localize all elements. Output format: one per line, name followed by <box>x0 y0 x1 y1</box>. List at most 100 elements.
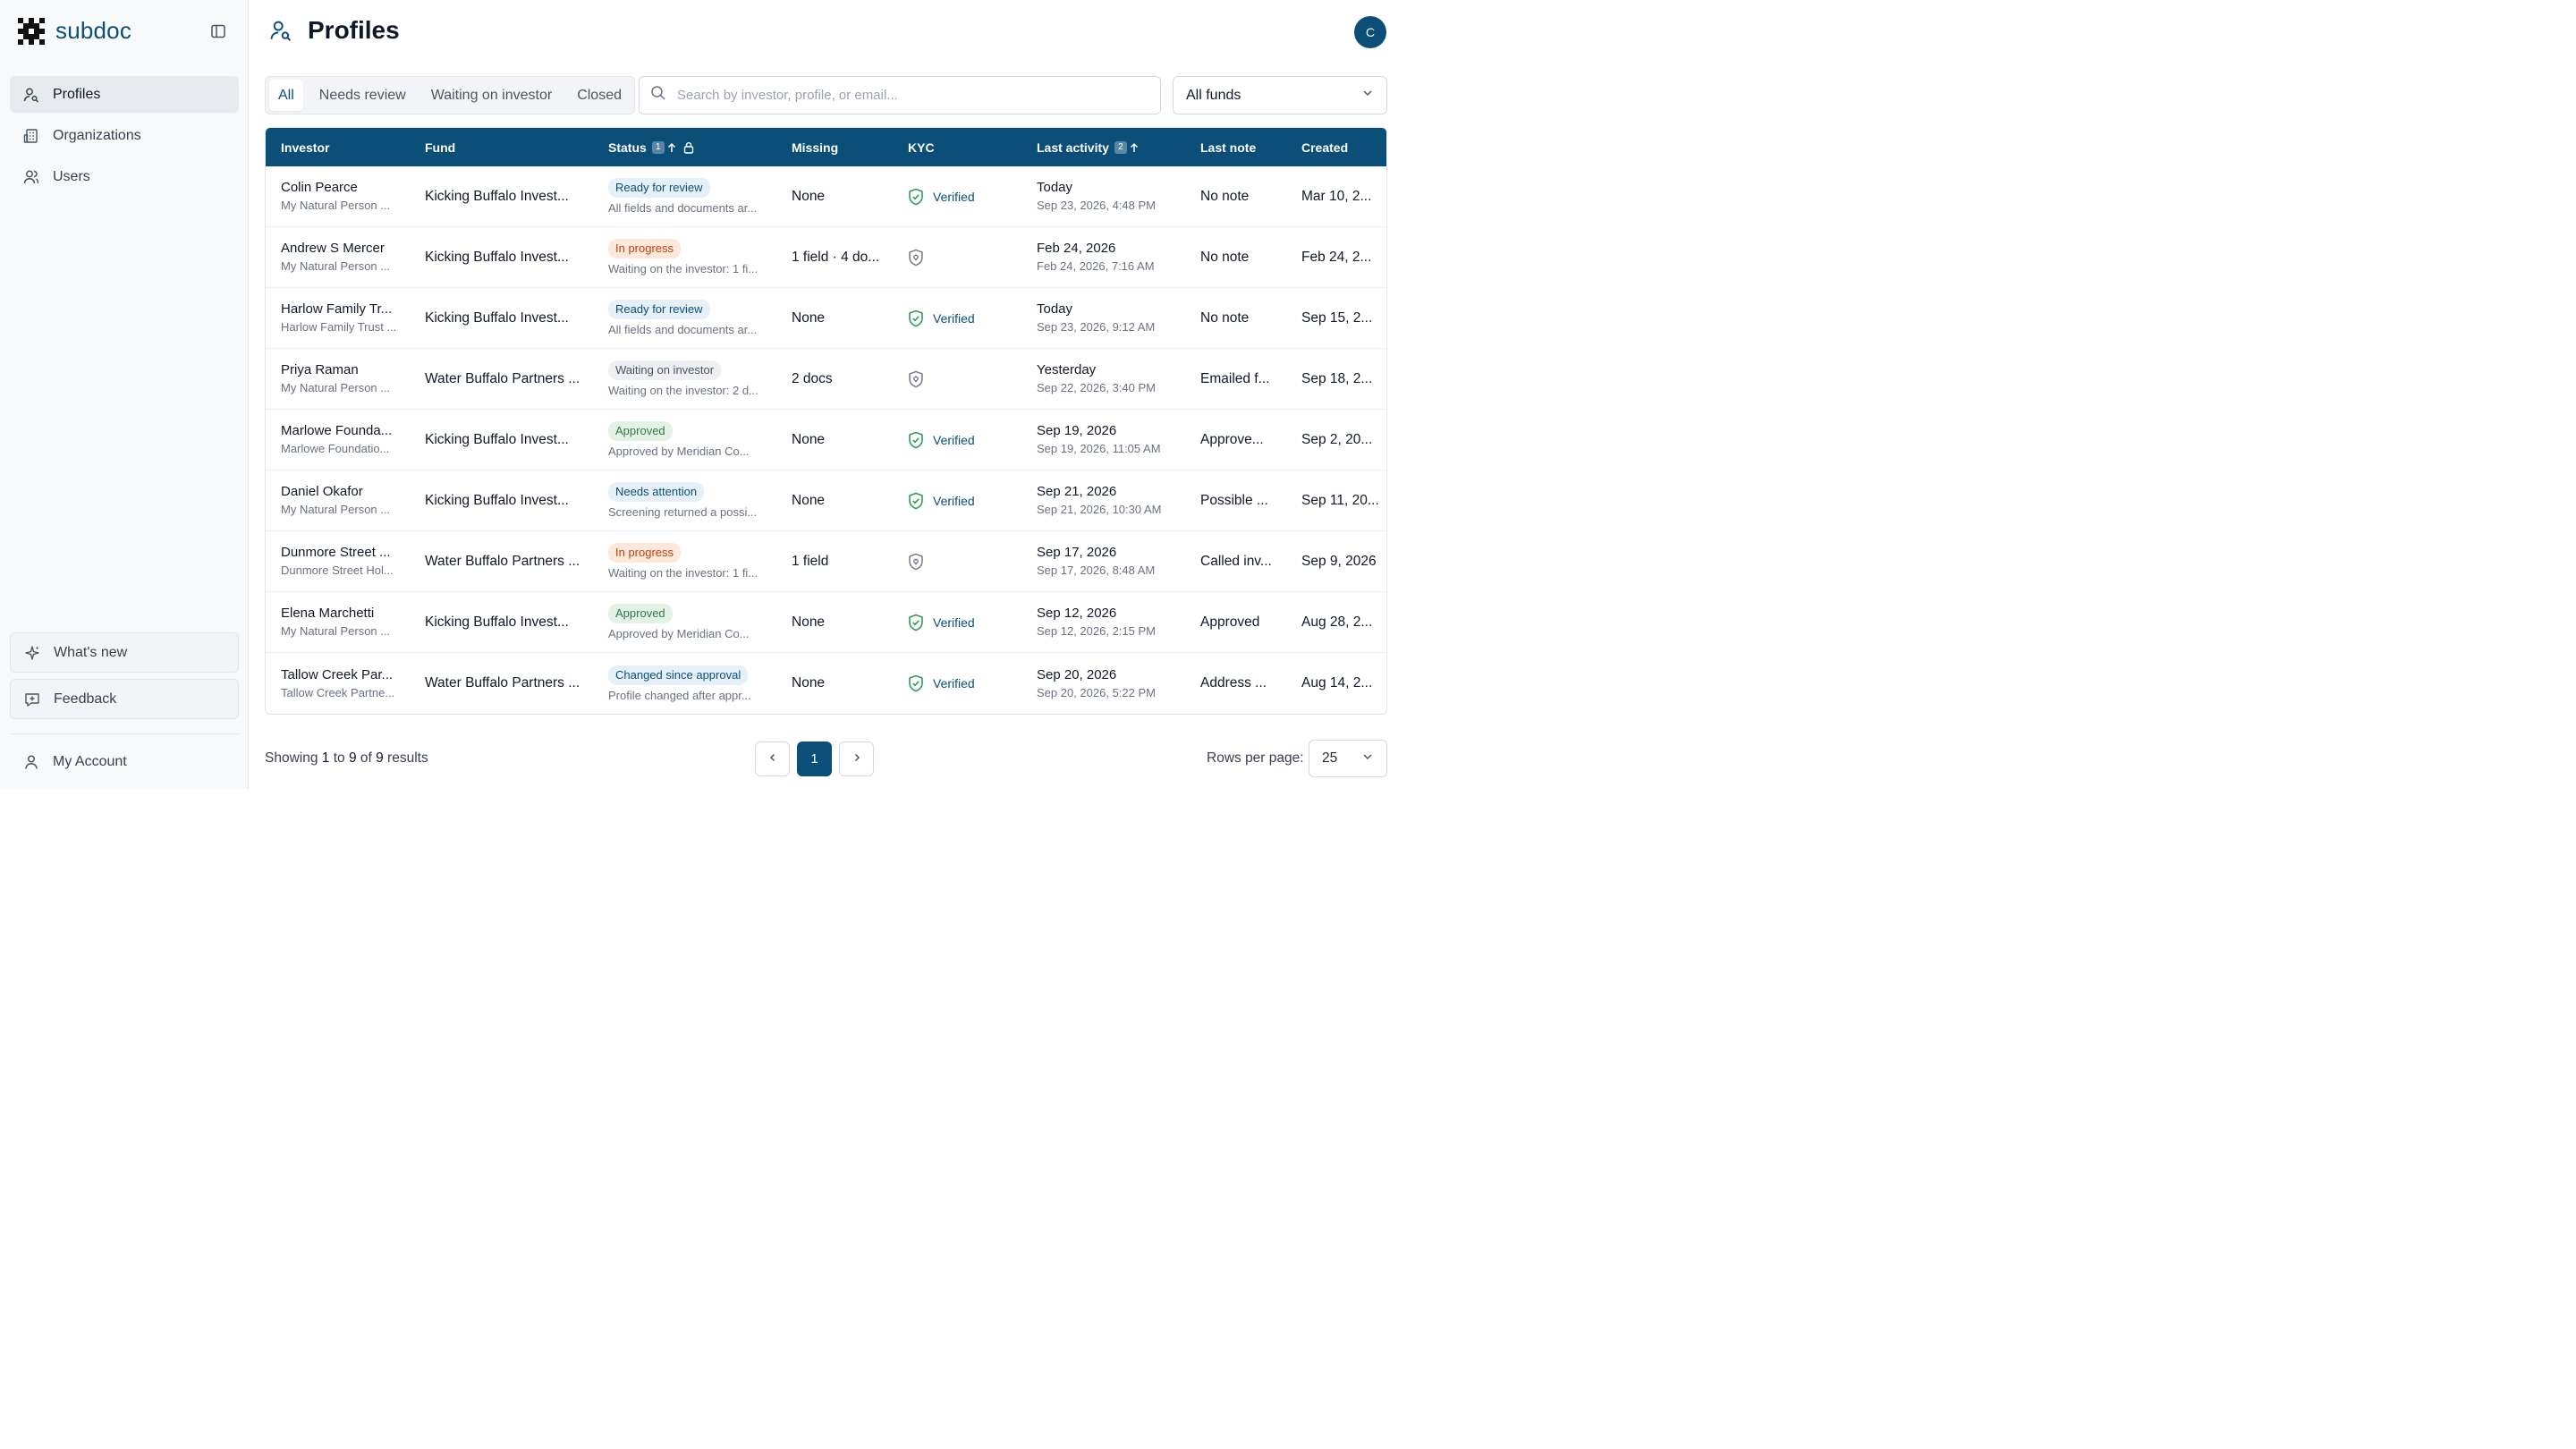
column-header-investor[interactable]: Investor <box>281 140 330 155</box>
sidebar-item-label: Users <box>53 168 90 184</box>
activity-timestamp: Sep 19, 2026, 11:05 AM <box>1037 442 1161 455</box>
next-page-button[interactable] <box>839 741 874 776</box>
profiles-icon <box>22 86 40 104</box>
tab-waiting-on-investor[interactable]: Waiting on investor <box>430 87 553 103</box>
status-cell: In progress Waiting on the investor: 1 fi… <box>593 239 776 275</box>
profiles-table: Investor Fund Status 1 Missing KYC Last … <box>265 127 1387 715</box>
status-cell: Approved Approved by Meridian Co... <box>593 421 776 458</box>
column-header-missing[interactable]: Missing <box>792 140 839 155</box>
shield-check-icon <box>908 614 924 631</box>
rows-per-page-select[interactable]: 25 <box>1309 740 1387 777</box>
investor-name: Marlowe Founda... <box>281 423 393 438</box>
last-note: Address ... <box>1200 675 1267 691</box>
investor-cell: Tallow Creek Par... Tallow Creek Partne..… <box>266 666 410 701</box>
kyc-status: Verified <box>933 432 975 447</box>
sidebar-item-profiles[interactable]: Profiles <box>10 76 239 113</box>
last-note-cell: Approve... <box>1185 432 1286 448</box>
status-cell: Needs attention Screening returned a poss… <box>593 482 776 519</box>
sidebar-item-label: Profiles <box>53 86 101 102</box>
previous-page-button[interactable] <box>755 741 790 776</box>
last-note-cell: Called inv... <box>1185 554 1286 570</box>
kyc-status: Verified <box>933 614 975 630</box>
table-header: Investor Fund Status 1 Missing KYC Last … <box>266 128 1386 166</box>
sidebar-item-label: Organizations <box>53 127 141 143</box>
last-note-cell: No note <box>1185 250 1286 266</box>
sidebar-item-users[interactable]: Users <box>10 158 239 195</box>
column-header-fund[interactable]: Fund <box>425 140 456 155</box>
lock-icon <box>683 141 694 154</box>
shield-check-icon <box>908 309 924 327</box>
search-input[interactable] <box>677 88 1142 103</box>
avatar[interactable]: C <box>1354 16 1386 48</box>
last-activity-cell: Sep 19, 2026 Sep 19, 2026, 11:05 AM <box>1021 422 1185 457</box>
tab-all[interactable]: All <box>269 80 303 111</box>
fund-name: Kicking Buffalo Invest... <box>425 431 569 447</box>
last-activity-cell: Sep 20, 2026 Sep 20, 2026, 5:22 PM <box>1021 666 1185 701</box>
fund-cell: Water Buffalo Partners ... <box>410 371 593 387</box>
sort-ascending-icon <box>667 142 676 153</box>
tab-closed[interactable]: Closed <box>577 87 622 103</box>
missing-value: None <box>792 492 826 508</box>
tab-needs-review[interactable]: Needs review <box>318 87 406 103</box>
chevron-right-icon <box>852 751 862 767</box>
table-row[interactable]: Colin Pearce My Natural Person ... Kicking… <box>266 166 1386 227</box>
table-row[interactable]: Dunmore Street ... Dunmore Street Hol... W… <box>266 531 1386 592</box>
column-header-last-activity[interactable]: Last activity 2 <box>1021 128 1185 166</box>
sidebar-toggle-icon[interactable] <box>210 23 226 39</box>
shield-check-icon <box>908 431 924 449</box>
status-badge: In progress <box>608 239 682 258</box>
missing-value: None <box>792 614 826 630</box>
investor-cell: Marlowe Founda... Marlowe Foundatio... <box>266 422 410 457</box>
table-row[interactable]: Harlow Family Tr... Harlow Family Trust .… <box>266 288 1386 349</box>
sort-order-badge: 1 <box>651 140 665 154</box>
status-cell: Changed since approval Profile changed af… <box>593 665 776 702</box>
missing-value: None <box>792 188 826 204</box>
fund-name: Kicking Buffalo Invest... <box>425 249 569 265</box>
investor-name: Andrew S Mercer <box>281 241 385 256</box>
kyc-cell: Verified <box>893 188 1021 206</box>
table-row[interactable]: Elena Marchetti My Natural Person ... Kick… <box>266 592 1386 653</box>
created-cell: Sep 18, 2... <box>1286 371 1386 387</box>
missing-cell: 1 field <box>776 554 893 570</box>
column-header-created[interactable]: Created <box>1301 140 1349 155</box>
my-account-button[interactable]: My Account <box>10 744 239 780</box>
column-header-last-note[interactable]: Last note <box>1200 140 1257 155</box>
last-activity-cell: Sep 21, 2026 Sep 21, 2026, 10:30 AM <box>1021 483 1185 518</box>
whats-new-button[interactable]: What's new <box>10 632 239 673</box>
page-title: Profiles <box>308 16 400 44</box>
table-row[interactable]: Priya Raman My Natural Person ... Water Bu… <box>266 349 1386 410</box>
brand[interactable]: subdoc <box>18 17 131 45</box>
last-note: No note <box>1200 309 1250 326</box>
fund-cell: Kicking Buffalo Invest... <box>410 493 593 509</box>
status-detail: Waiting on the investor: 1 fi... <box>608 262 758 275</box>
table-row[interactable]: Tallow Creek Par... Tallow Creek Partne..… <box>266 653 1386 714</box>
table-row[interactable]: Marlowe Founda... Marlowe Foundatio... Kic… <box>266 410 1386 470</box>
investor-cell: Priya Raman My Natural Person ... <box>266 361 410 396</box>
table-row[interactable]: Daniel Okafor My Natural Person ... Kickin… <box>266 470 1386 531</box>
last-note: Possible ... <box>1200 492 1268 508</box>
sidebar-item-organizations[interactable]: Organizations <box>10 117 239 154</box>
created-date: Mar 10, 2... <box>1301 188 1372 204</box>
fund-cell: Kicking Buffalo Invest... <box>410 432 593 448</box>
user-icon <box>22 753 40 771</box>
page-button-current[interactable]: 1 <box>797 741 832 776</box>
fund-cell: Kicking Buffalo Invest... <box>410 310 593 326</box>
fund-name: Water Buffalo Partners ... <box>425 370 580 386</box>
fund-cell: Kicking Buffalo Invest... <box>410 250 593 266</box>
status-badge: Changed since approval <box>608 665 749 685</box>
activity-date: Sep 19, 2026 <box>1037 423 1117 438</box>
feedback-button[interactable]: Feedback <box>10 679 239 719</box>
last-activity-cell: Sep 12, 2026 Sep 12, 2026, 2:15 PM <box>1021 605 1185 640</box>
table-row[interactable]: Andrew S Mercer My Natural Person ... Kick… <box>266 227 1386 288</box>
results-summary: Showing 1 to 9 of 9 results <box>265 750 428 766</box>
activity-date: Feb 24, 2026 <box>1037 241 1116 256</box>
profile-name: Dunmore Street Hol... <box>281 564 394 577</box>
column-header-status[interactable]: Status 1 <box>593 128 776 166</box>
column-header-kyc[interactable]: KYC <box>908 140 935 155</box>
kyc-cell <box>893 249 1021 267</box>
profile-name: My Natural Person ... <box>281 624 391 638</box>
profile-name: Marlowe Foundatio... <box>281 442 390 455</box>
created-cell: Aug 28, 2... <box>1286 614 1386 631</box>
fund-filter-select[interactable]: All funds <box>1173 76 1387 114</box>
shield-pending-icon <box>908 249 924 267</box>
